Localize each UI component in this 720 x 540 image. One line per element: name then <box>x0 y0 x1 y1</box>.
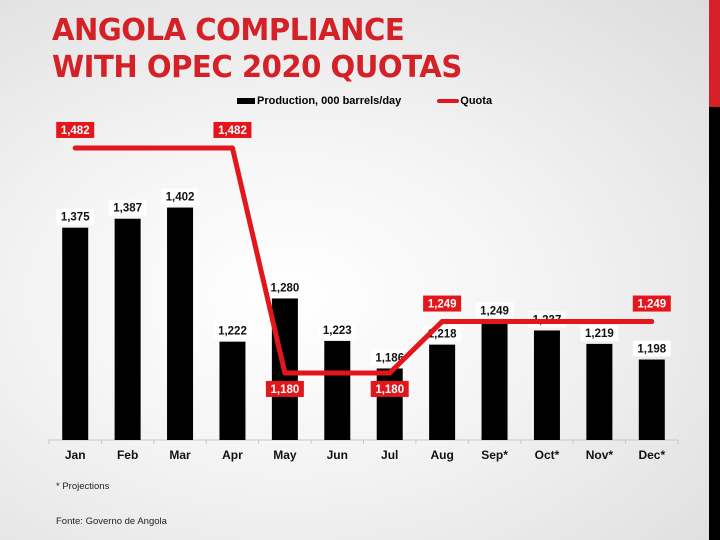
x-label: Dec* <box>638 448 665 462</box>
bar-jul <box>376 368 403 440</box>
quota-label: 1,180 <box>375 384 404 396</box>
chart-legend: Production, 000 barrels/day Quota <box>237 95 492 107</box>
x-label: May <box>273 448 297 462</box>
x-label: Jun <box>327 448 348 462</box>
legend-swatch-quota <box>437 99 460 103</box>
x-label: Feb <box>117 448 138 462</box>
value-label: 1,186 <box>375 352 404 364</box>
value-label: 1,387 <box>113 203 142 215</box>
production-bars <box>62 207 665 440</box>
bar-dec <box>638 359 665 440</box>
x-label: Apr <box>222 448 243 462</box>
x-label: Oct* <box>535 448 560 462</box>
legend-swatch-production <box>237 98 255 104</box>
x-label: Sep* <box>481 448 508 462</box>
quota-label: 1,249 <box>428 299 457 311</box>
legend-label-production: Production, 000 barrels/day <box>257 95 402 107</box>
value-label: 1,222 <box>218 326 247 338</box>
value-label: 1,223 <box>323 325 352 337</box>
title-line-2: WITH OPEC 2020 QUOTAS <box>52 50 462 85</box>
footnote-projections: * Projections <box>56 481 110 492</box>
value-label: 1,375 <box>61 212 90 224</box>
value-label: 1,280 <box>270 282 299 294</box>
bar-jan <box>62 227 89 440</box>
x-label: Aug <box>430 448 453 462</box>
production-value-labels: 1,3751,3871,4021,2221,2801,2231,1861,218… <box>56 188 671 366</box>
x-axis-labels: Jan Feb Mar Apr May Jun Jul Aug Sep* Oct* Nov* Dec* <box>65 448 666 462</box>
quota-line <box>72 145 655 376</box>
quota-value-labels: 1,482 1,482 1,180 1,180 1,249 1,249 <box>56 121 671 397</box>
quota-label: 1,482 <box>61 125 90 137</box>
value-label: 1,249 <box>480 306 509 318</box>
quota-label: 1,482 <box>218 125 247 137</box>
title-line-1: ANGOLA COMPLIANCE <box>52 13 405 48</box>
legend-label-quota: Quota <box>460 95 493 107</box>
accent-bar-red <box>709 0 720 107</box>
x-axis <box>48 439 679 444</box>
source-note: Fonte: Governo de Angola <box>56 516 167 527</box>
quota-label: 1,249 <box>637 299 666 311</box>
bar-mar <box>167 207 194 440</box>
value-label: 1,402 <box>166 192 195 204</box>
x-label: Jan <box>65 448 86 462</box>
x-label: Nov* <box>586 448 614 462</box>
value-label: 1,198 <box>637 344 666 356</box>
bar-feb <box>114 218 141 440</box>
bar-apr <box>219 341 246 440</box>
x-label: Mar <box>169 448 191 462</box>
quota-label: 1,180 <box>270 384 299 396</box>
slide-title: ANGOLA COMPLIANCE WITH OPEC 2020 QUOTAS <box>52 12 462 86</box>
bar-jun <box>324 340 351 440</box>
bar-oct <box>533 330 560 440</box>
bar-aug <box>429 344 456 440</box>
bar-nov <box>586 343 613 440</box>
value-label: 1,219 <box>585 328 614 340</box>
accent-bar-black <box>709 107 720 540</box>
bar-sep <box>481 321 508 440</box>
x-label: Jul <box>381 448 398 462</box>
